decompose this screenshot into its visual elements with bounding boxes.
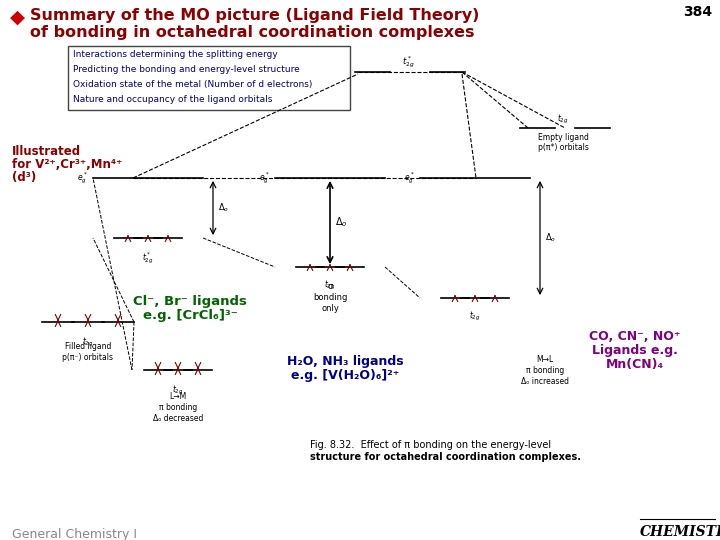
Text: $\it{t}_{2g}^*$: $\it{t}_{2g}^*$ <box>143 250 154 266</box>
Text: Summary of the MO picture (Ligand Field Theory): Summary of the MO picture (Ligand Field … <box>30 8 480 23</box>
Text: Mn(CN)₄: Mn(CN)₄ <box>606 358 664 371</box>
Text: Ligands e.g.: Ligands e.g. <box>592 344 678 357</box>
Text: Empty ligand
p(π*) orbitals: Empty ligand p(π*) orbitals <box>538 133 588 152</box>
Text: CHEMISTRY: CHEMISTRY <box>640 525 720 539</box>
Text: Cl⁻, Br⁻ ligands: Cl⁻, Br⁻ ligands <box>133 295 247 308</box>
Text: (d³): (d³) <box>12 171 36 184</box>
Text: for V²⁺,Cr³⁺,Mn⁴⁺: for V²⁺,Cr³⁺,Mn⁴⁺ <box>12 158 122 171</box>
Text: CO, CN⁻, NO⁺: CO, CN⁻, NO⁺ <box>589 330 680 343</box>
Text: Fig. 8.32.  Effect of π bonding on the energy-level: Fig. 8.32. Effect of π bonding on the en… <box>310 440 551 450</box>
Text: structure for octahedral coordination complexes.: structure for octahedral coordination co… <box>310 452 581 462</box>
Text: 384: 384 <box>683 5 712 19</box>
Text: $\it{t}_{2g}$: $\it{t}_{2g}$ <box>324 279 336 292</box>
Text: $e_g^*$: $e_g^*$ <box>405 170 415 186</box>
Text: Interactions determining the splitting energy: Interactions determining the splitting e… <box>73 50 278 59</box>
Text: $\Delta_o$: $\Delta_o$ <box>218 202 229 214</box>
Text: $\it{t}_{2g}^*$: $\it{t}_{2g}^*$ <box>402 55 414 70</box>
Text: Filled ligand
p(π⁻) orbitals: Filled ligand p(π⁻) orbitals <box>63 342 114 362</box>
Text: $e_g^*$: $e_g^*$ <box>259 170 270 186</box>
Text: Predicting the bonding and energy-level structure: Predicting the bonding and energy-level … <box>73 65 300 74</box>
Text: H₂O, NH₃ ligands: H₂O, NH₃ ligands <box>287 355 403 368</box>
Text: L→M
π bonding
Δₒ decreased: L→M π bonding Δₒ decreased <box>153 392 203 423</box>
Text: Oxidation state of the metal (Number of d electrons): Oxidation state of the metal (Number of … <box>73 80 312 89</box>
Text: $\it{t}_{2g}$: $\it{t}_{2g}$ <box>82 336 94 349</box>
Bar <box>68 46 350 110</box>
Text: e.g. [V(H₂O)₆]²⁺: e.g. [V(H₂O)₆]²⁺ <box>291 369 399 382</box>
Text: ◆: ◆ <box>10 8 25 27</box>
Text: Nature and occupancy of the ligand orbitals: Nature and occupancy of the ligand orbit… <box>73 95 272 104</box>
Text: σ
bonding
only: σ bonding only <box>312 282 347 313</box>
Text: $\it{t}_{2g}$: $\it{t}_{2g}$ <box>172 384 184 397</box>
Text: General Chemistry I: General Chemistry I <box>12 528 137 540</box>
Text: $\Delta_o$: $\Delta_o$ <box>545 232 556 244</box>
Text: M→L
π bonding
Δₒ increased: M→L π bonding Δₒ increased <box>521 355 569 386</box>
Text: of bonding in octahedral coordination complexes: of bonding in octahedral coordination co… <box>30 25 474 40</box>
Text: $\Delta_o$: $\Delta_o$ <box>335 215 348 230</box>
Text: e.g. [CrCl₆]³⁻: e.g. [CrCl₆]³⁻ <box>143 309 238 322</box>
Text: $e_g^*$: $e_g^*$ <box>77 170 88 186</box>
Text: Illustrated: Illustrated <box>12 145 81 158</box>
Text: $\it{t}_{2g}$: $\it{t}_{2g}$ <box>469 310 481 323</box>
Text: $\it{t}_{2g}$: $\it{t}_{2g}$ <box>557 113 569 126</box>
